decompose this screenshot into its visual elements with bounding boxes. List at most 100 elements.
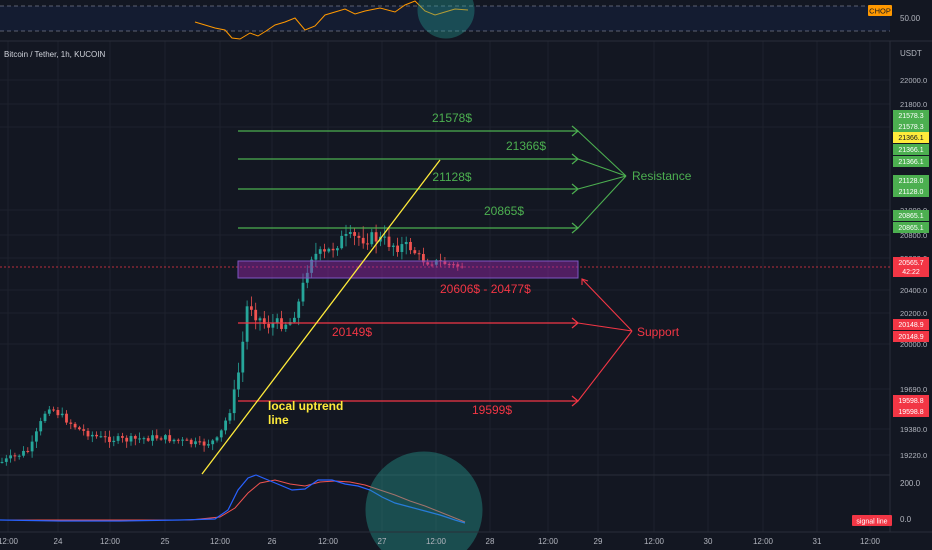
candle-body [262,318,266,324]
candle-body [112,440,116,443]
candle-body [22,450,25,456]
candle-body [340,235,344,249]
candle-body [176,439,180,441]
time-tick-label: 26 [268,537,277,546]
candle-body [323,249,326,252]
candle-body [357,235,361,238]
candle-body [366,243,369,245]
candle-body [409,241,412,251]
price-tag: 21366.1 [898,159,923,166]
candle-body [56,409,60,416]
candle-body [271,323,275,328]
candle-body [60,413,64,416]
candle-body [164,435,167,440]
candle-body [314,253,318,260]
candle-body [241,341,245,373]
price-tag: 20565.7 [898,260,923,267]
candle-body [275,318,279,324]
time-tick-label: 31 [813,537,822,546]
candle-body [374,232,378,242]
candle-body [387,236,391,247]
time-tick-label: 12:00 [0,537,19,546]
candle-body [344,233,348,236]
price-tags: 21578.3 21578.3 21366.1 21366.1 21366.1 21128… [893,110,929,417]
candle-body [297,301,301,318]
candle-body [417,253,421,255]
price-tick-label: 19690.0 [900,385,927,394]
price-tag: 20148.9 [898,322,923,329]
resistance-level-label: 21578$ [432,111,472,125]
candle-body [43,413,47,422]
price-tag-bg [893,110,929,121]
price-tag: 20865.1 [898,225,923,232]
candle-body [202,441,206,446]
uptrend-line[interactable] [201,159,441,475]
candle-body [99,436,103,438]
candle-body [108,436,111,443]
candle-body [293,317,296,323]
price-tag-bg [893,257,929,277]
support-zone-box[interactable] [237,260,579,279]
candle-body [452,264,455,266]
candle-body [284,324,288,329]
candle-body [443,261,447,265]
candle-body [327,248,331,252]
candle-body [426,262,430,265]
candle-body [185,439,189,441]
time-tick-label: 29 [594,537,603,546]
support-level-label: 20149$ [332,325,372,339]
drawings-layer[interactable]: 21578$ 21366$ 21128$ 20865$ 20149$ 19599$ [201,111,633,475]
price-tag-bg [893,132,929,143]
resistance-level-label: 20865$ [484,204,524,218]
chop-indicator-panel[interactable]: CHOP 50.00 [0,0,921,40]
candle-body [146,438,150,441]
currency-label: USDT [900,49,922,58]
candle-body [383,236,387,238]
price-tag-bg [893,186,929,197]
candle-body [103,436,107,438]
candle-body [151,435,154,441]
time-tick-label: 12:00 [318,537,339,546]
candle-body [331,248,335,251]
candle-body [26,450,30,452]
price-tick-label: 20000.0 [900,340,927,349]
signal-line-badge: signal line [856,519,887,526]
candle-body [9,455,12,459]
trendline-label-line1: local uptrend [268,399,343,413]
price-tag-bg [893,331,929,342]
candle-body [30,441,34,452]
price-tick-label: 19220.0 [900,451,927,460]
osc-level-200: 200.0 [900,479,921,488]
oscillator-line [0,474,466,524]
time-tick-label: 24 [54,537,63,546]
candle-body [181,439,184,441]
candle-body [348,232,352,234]
candle-body [194,441,197,445]
candle-body [142,438,146,440]
price-tick-label: 21800.0 [900,100,927,109]
price-tag: 21366.1 [898,135,923,142]
candle-body [391,245,395,247]
chop-level-label: 50.00 [900,14,921,23]
candle-body [422,253,425,263]
candle-body [460,266,464,268]
support-zone-arrowhead [581,278,589,285]
time-axis[interactable]: 12:00 24 12:00 25 12:00 26 12:00 27 12:00 28 12:00… [0,537,881,546]
price-tag-bg [893,144,929,155]
candle-body [73,423,77,428]
support-pointer [581,278,633,332]
candle-body [215,437,219,441]
price-tag-bg [893,395,929,406]
price-tag-countdown: 42:22 [902,269,920,276]
resistance-pointer [577,175,627,229]
candle-body [232,389,236,414]
support-annotation: Support [637,325,680,339]
candle-body [129,436,133,442]
candle-body [207,444,210,446]
price-tag: 20148.9 [898,334,923,341]
time-tick-label: 28 [486,537,495,546]
price-tag: 21128.0 [899,189,924,196]
oscillator-panel[interactable]: 200.0 0.0 signal line [0,451,921,550]
candle-body [4,458,8,462]
